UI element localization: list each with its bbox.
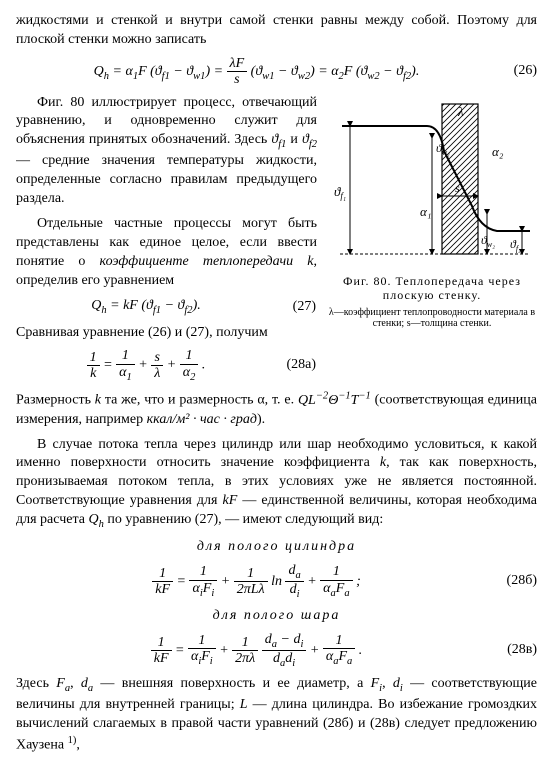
svg-text:α₁: α₁	[420, 204, 431, 219]
eq-num-26: (26)	[497, 62, 537, 81]
para-7b: — внешняя поверхность и ее диаметр, а	[93, 676, 370, 691]
para-1: жидкостями и стенкой и внутри самой стен…	[16, 12, 537, 50]
equation-27: Qh = kF (ϑf1 − ϑf2). (27)	[16, 297, 316, 318]
figure-80-svg: λ α₁ α₂ s ϑf₁ ϑw₁ ϑw₂ ϑf₂	[332, 96, 532, 266]
equation-28a: 1k = 1α1 + sλ + 1α2 . (28а)	[16, 348, 316, 383]
svg-text:α₂: α₂	[492, 144, 504, 159]
para-5d: ).	[257, 412, 265, 427]
para-6: В случае потока тепла через цилиндр или …	[16, 436, 537, 533]
para-7a: Здесь	[16, 676, 56, 691]
figure-80-note: λ—коэффициент теплопроводности материала…	[327, 307, 537, 330]
eq-num-28a: (28а)	[276, 356, 316, 375]
para-2b: — средние значения температуры жидкости,…	[16, 153, 317, 206]
para-5b: та же, что и размерность α, т. е.	[101, 393, 298, 408]
para-3-emph: коэффициенте теплопередачи k	[100, 254, 314, 269]
equation-28b: 1kF = 1αiFi + 12πLλ ln dadi + 1αaFa ; (2…	[16, 563, 537, 601]
svg-text:λ: λ	[457, 104, 464, 119]
equation-26: Qh = α1F (ϑf1 − ϑw1) = λFs (ϑw1 − ϑw2) =…	[16, 56, 537, 88]
equation-28v: 1kF = 1αiFi + 12πλ da − didadi + 1αaFa .…	[16, 632, 537, 670]
para-5a: Размерность	[16, 393, 95, 408]
para-7e: ,	[76, 738, 80, 753]
para-6d: по уравнению (27), — имеют следующий вид…	[104, 512, 383, 527]
heading-cylinder: для полого цилиндра	[16, 538, 537, 557]
heading-sphere: для полого шара	[16, 607, 537, 626]
eq-num-27: (27)	[276, 298, 316, 317]
svg-text:s: s	[455, 181, 460, 195]
eq-num-28v: (28в)	[497, 641, 537, 660]
para-5-unit: ккал/м² · час · град	[147, 412, 257, 427]
figure-80-caption: Фиг. 80. Теплопередача через плоскую сте…	[327, 274, 537, 303]
para-5: Размерность k та же, что и размерность α…	[16, 389, 537, 429]
svg-text:ϑf₁: ϑf₁	[334, 184, 346, 201]
eq-num-28b: (28б)	[497, 572, 537, 591]
svg-text:ϑf₂: ϑf₂	[510, 237, 521, 253]
figure-80: λ α₁ α₂ s ϑf₁ ϑw₁ ϑw₂ ϑf₂ Фиг. 80. Тепло…	[327, 96, 537, 330]
svg-text:ϑw₂: ϑw₂	[481, 233, 495, 249]
para-7: Здесь Fa, da — внешняя поверхность и ее …	[16, 675, 537, 755]
